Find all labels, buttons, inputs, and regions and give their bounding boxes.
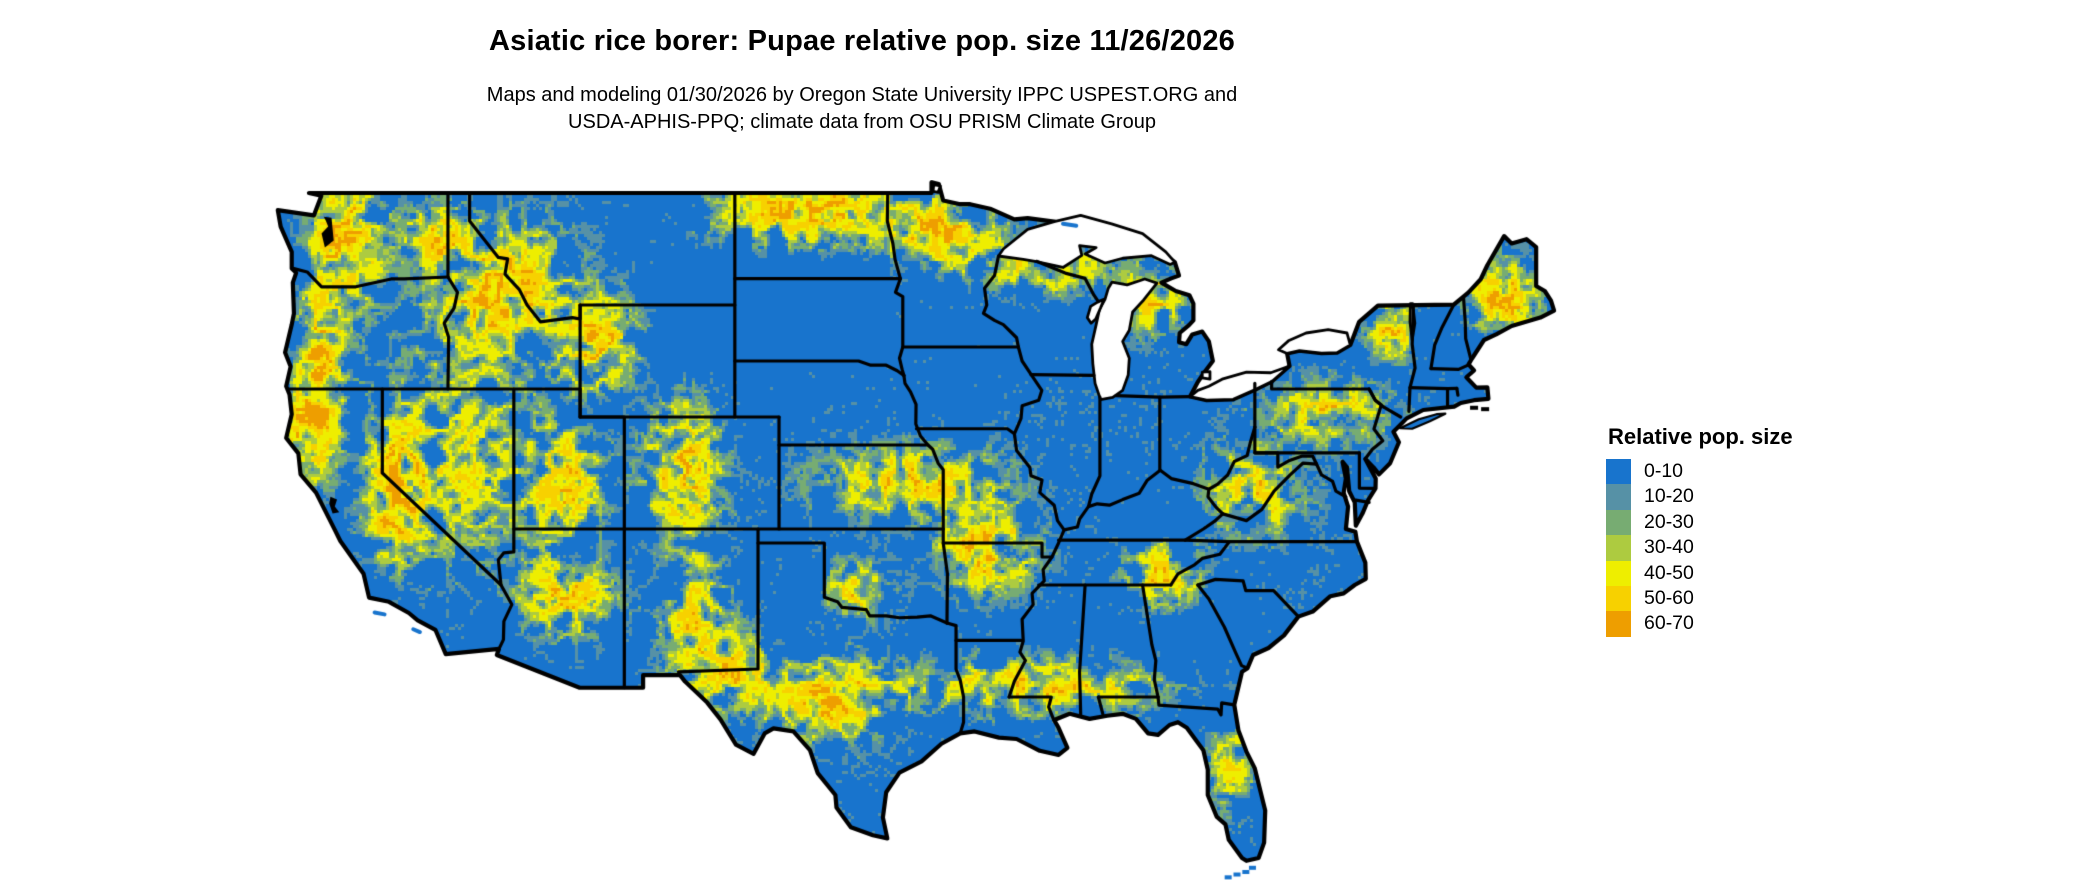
- legend-swatch: [1606, 484, 1631, 510]
- legend-item: 40-50: [1606, 560, 1793, 586]
- legend-rows: 0-10 10-20 20-30 30-40 40-50 50-60 60-70: [1606, 459, 1793, 637]
- legend-label: 50-60: [1644, 586, 1694, 609]
- legend-swatch: [1606, 560, 1631, 586]
- legend-item: 60-70: [1606, 611, 1793, 637]
- legend-label: 60-70: [1644, 612, 1694, 635]
- us-map-canvas: [260, 180, 1570, 880]
- legend-label: 30-40: [1644, 536, 1694, 559]
- legend-swatch: [1606, 535, 1631, 561]
- legend-label: 40-50: [1644, 561, 1694, 584]
- legend-swatch: [1606, 459, 1631, 485]
- legend: Relative pop. size 0-10 10-20 20-30 30-40 40…: [1606, 424, 1793, 637]
- legend-label: 20-30: [1644, 510, 1694, 533]
- legend-label: 0-10: [1644, 460, 1684, 482]
- page-subtitle: Maps and modeling 01/30/2026 by Oregon S…: [0, 82, 1724, 136]
- legend-swatch: [1606, 509, 1631, 536]
- page-title: Asiatic rice borer: Pupae relative pop. …: [488, 25, 1236, 57]
- legend-swatch: [1606, 611, 1631, 637]
- legend-item: 10-20: [1606, 484, 1793, 510]
- legend-item: 50-60: [1606, 585, 1793, 612]
- legend-label: 10-20: [1644, 485, 1694, 508]
- legend-item: 0-10: [1606, 459, 1793, 485]
- legend-swatch: [1606, 585, 1631, 612]
- legend-item: 30-40: [1606, 535, 1793, 561]
- subtitle-line-2: USDA-APHIS-PPQ; climate data from OSU PR…: [568, 111, 1156, 133]
- subtitle-line-1: Maps and modeling 01/30/2026 by Oregon S…: [486, 84, 1238, 106]
- legend-item: 20-30: [1606, 509, 1793, 536]
- legend-title: Relative pop. size: [1608, 424, 1793, 449]
